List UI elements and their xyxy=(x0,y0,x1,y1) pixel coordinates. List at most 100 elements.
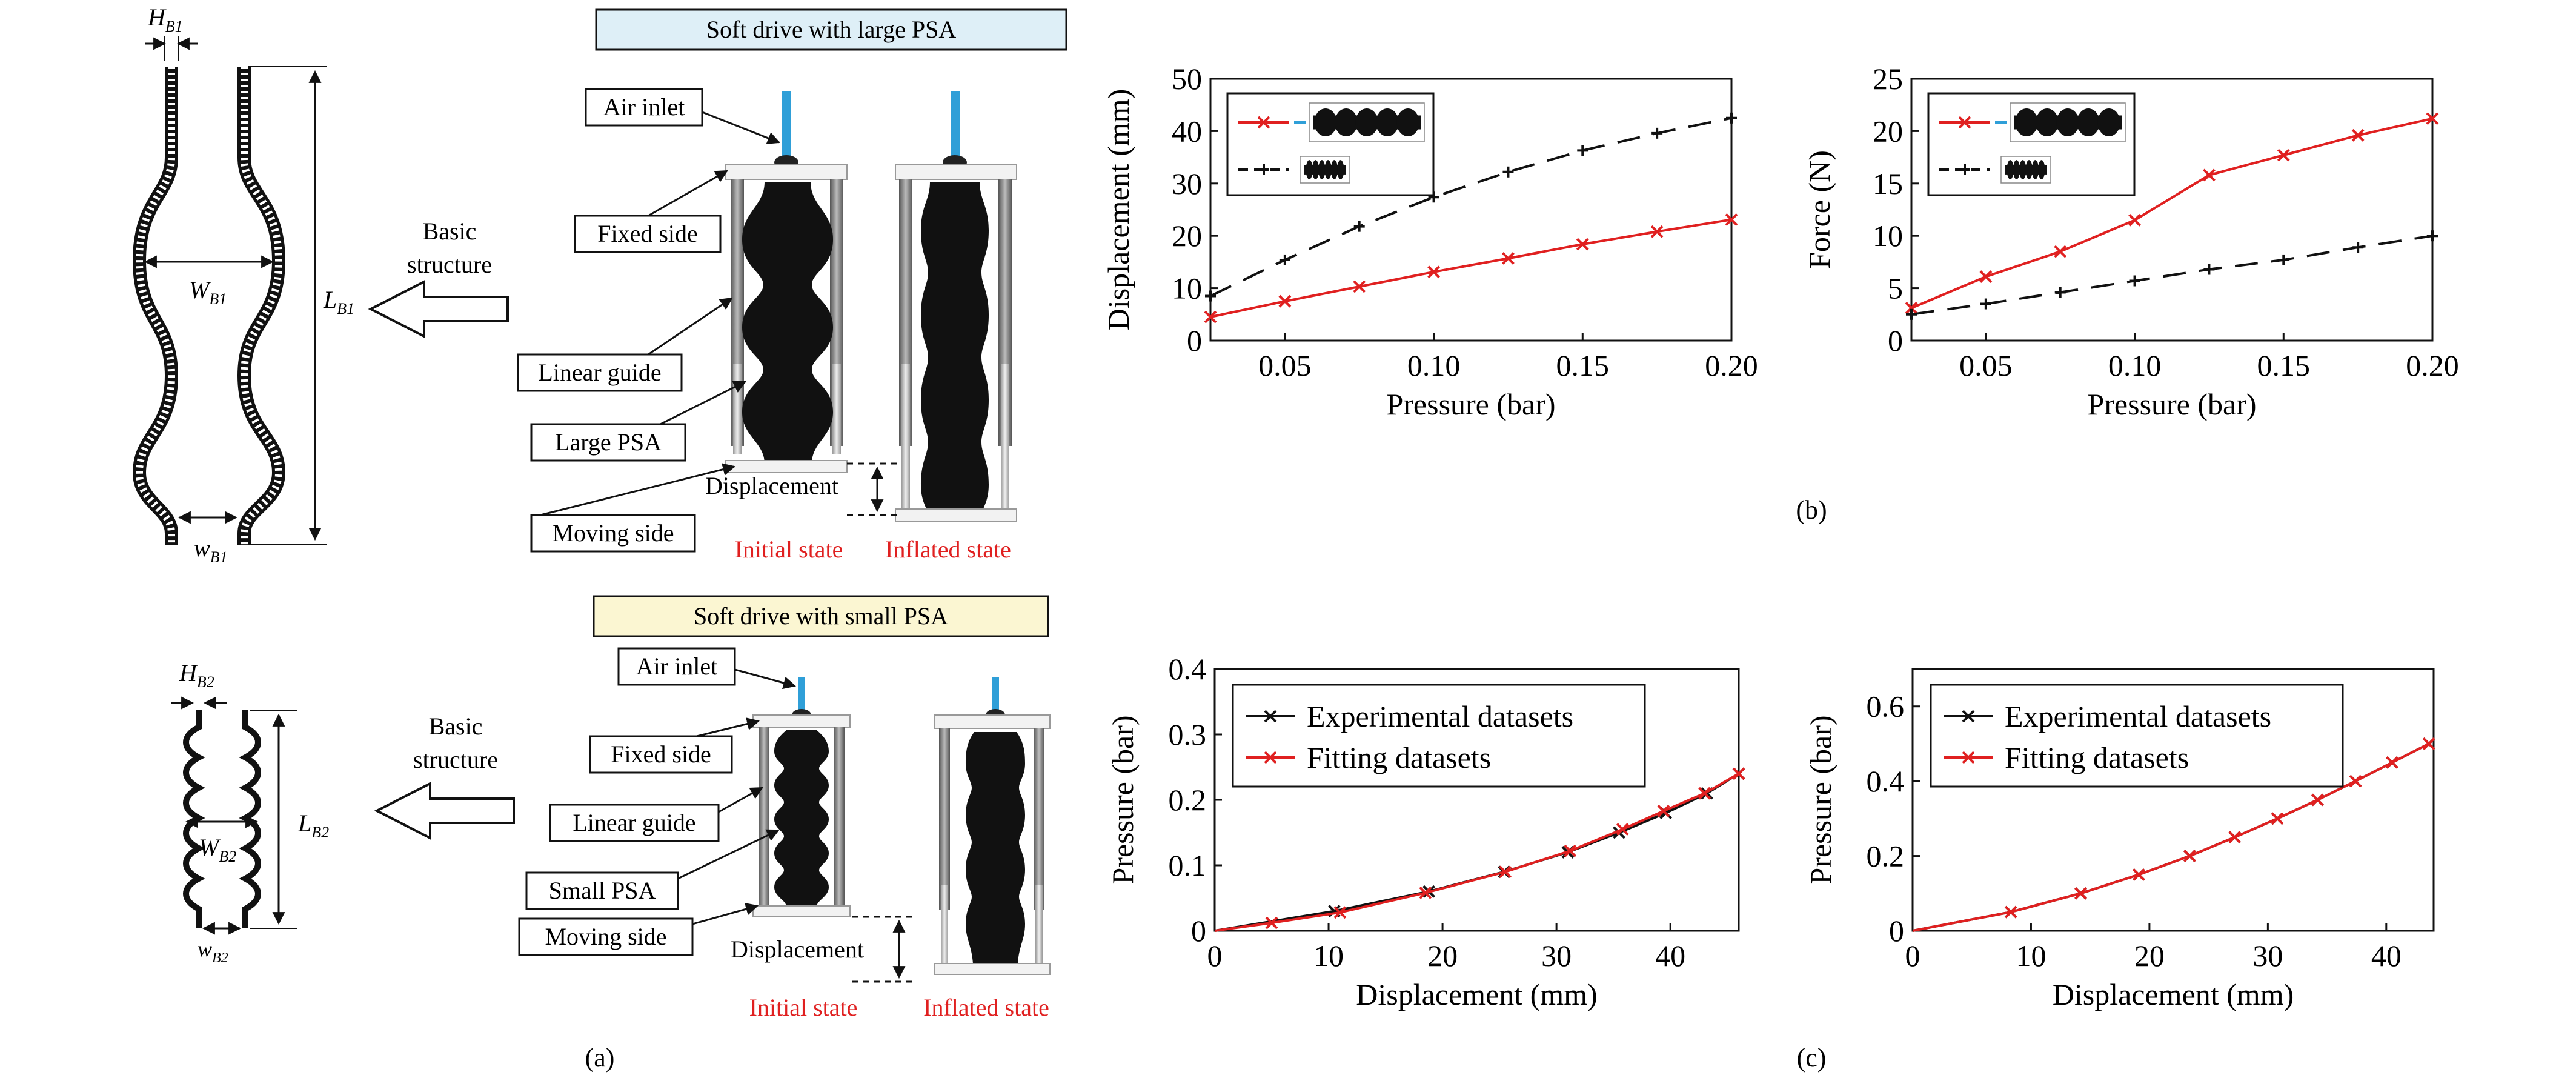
chart-pressure-vs-displacement-small: 0 10 20 30 40 0 0.2 0.4 0.6 Displacement (mm) Pres… xyxy=(1804,668,2435,1011)
legend-entry-0 xyxy=(1238,102,1425,142)
x-axis-label: Displacement (mm) xyxy=(2053,977,2294,1011)
x-tick-label: 0.10 xyxy=(1407,348,1461,382)
drive-large-title-box xyxy=(595,8,1067,51)
dim-H-top: HB1 xyxy=(147,4,183,35)
device-large-inflated xyxy=(895,91,1017,522)
device-large-initial xyxy=(725,91,848,473)
data-point xyxy=(2203,264,2215,275)
plot-frame xyxy=(1209,78,1733,342)
data-point xyxy=(1577,145,1588,156)
label-displacement-small: Displacement xyxy=(731,936,864,963)
legend-label: Experimental datasets xyxy=(2005,699,2271,733)
data-point xyxy=(1725,213,1738,226)
dim-W-bottom: WB2 xyxy=(199,834,236,865)
data-point xyxy=(2203,168,2216,182)
series-line-0 xyxy=(1214,773,1740,932)
data-point xyxy=(2426,112,2439,125)
dim-W-top: WB1 xyxy=(189,276,227,308)
label-linear-guide-small: Linear guide xyxy=(573,809,695,836)
data-point xyxy=(2349,774,2362,788)
psa-legend-icon xyxy=(2010,102,2126,142)
label-box-fixed-side-small xyxy=(589,735,733,774)
data-point xyxy=(2422,737,2435,750)
y-tick-label: 0.2 xyxy=(1169,783,1207,817)
panel-label-b: (b) xyxy=(1796,495,1827,525)
data-point xyxy=(1279,254,1290,265)
data-point xyxy=(2183,850,2196,862)
data-point xyxy=(1265,916,1278,930)
data-point xyxy=(1353,221,1365,232)
y-tick-label: 50 xyxy=(1172,62,1202,96)
drive-large-psa: Soft drive with large PSA A xyxy=(517,8,1067,563)
drive-small-title: Soft drive with small PSA xyxy=(694,602,948,630)
dim-w-bottom: wB2 xyxy=(198,937,228,966)
data-point xyxy=(1657,804,1670,817)
y-tick-label: 20 xyxy=(1873,114,1903,148)
data-point xyxy=(2074,887,2087,900)
y-tick-label: 0 xyxy=(1888,324,1903,358)
data-point xyxy=(1980,298,1991,310)
data-point xyxy=(2271,812,2284,825)
fixed-plate xyxy=(725,164,848,180)
series-line-0 xyxy=(1210,218,1732,319)
x-tick-label: 20 xyxy=(2134,939,2165,973)
data-point xyxy=(1333,906,1347,919)
chart-force-vs-pressure: 0.05 0.10 0.15 0.20 0 5 10 15 20 25 Pressure (bar)… xyxy=(1802,62,2459,421)
label-initial-state-small: Initial state xyxy=(749,994,858,1021)
legend: Experimental datasets Fitting datasets xyxy=(1232,684,1646,788)
label-box-linear-guide-small xyxy=(549,804,720,842)
y-tick-label: 0.2 xyxy=(1867,839,1905,873)
data-point xyxy=(2386,756,2399,769)
data-point xyxy=(1650,225,1664,238)
x-tick-label: 0.20 xyxy=(1705,348,1758,382)
data-point xyxy=(2129,275,2140,287)
y-axis-label: Pressure (bar) xyxy=(1804,715,1837,884)
x-tick-label: 0.20 xyxy=(2406,348,2459,382)
y-tick-label: 10 xyxy=(1172,271,1202,305)
large-psa-bellows-initial xyxy=(742,182,833,464)
series-line-1 xyxy=(1911,235,2433,316)
legend: Experimental datasets Fitting datasets xyxy=(1930,684,2344,788)
large-psa-bellows-inflated xyxy=(921,182,989,515)
legend-marker xyxy=(1958,116,1971,129)
data-point xyxy=(1651,127,1663,139)
basic-structure-label-bottom-2: structure xyxy=(413,746,498,773)
label-inflated-state-large: Inflated state xyxy=(885,536,1011,563)
x-axis-label: Pressure (bar) xyxy=(1386,387,1555,421)
x-tick-label: 30 xyxy=(2252,939,2283,973)
x-axis-label: Displacement (mm) xyxy=(1356,977,1598,1011)
drive-small-title-box xyxy=(593,595,1049,637)
label-box-moving-side-small xyxy=(518,917,694,956)
y-axis-label: Displacement (mm) xyxy=(1101,89,1135,331)
data-point xyxy=(1427,265,1440,279)
data-point xyxy=(2054,287,2066,298)
legend-entry-0: Experimental datasets xyxy=(1246,699,1573,733)
label-box-air-inlet-large xyxy=(585,88,703,127)
label-box-linear-guide-large xyxy=(517,353,683,392)
y-tick-label: 0 xyxy=(1889,914,1904,948)
drive-small-psa: Soft drive with small PSA Air inlet xyxy=(518,595,1051,1021)
legend-marker xyxy=(1257,116,1270,129)
x-tick-label: 20 xyxy=(1427,939,1458,973)
data-point xyxy=(1204,310,1217,324)
label-large-psa: Large PSA xyxy=(555,428,662,456)
device-small-initial xyxy=(752,677,851,917)
y-tick-label: 20 xyxy=(1172,219,1202,253)
series-line-1 xyxy=(1214,773,1739,932)
y-axis-label: Pressure (bar) xyxy=(1106,715,1140,884)
data-point xyxy=(2054,245,2067,258)
label-initial-state-large: Initial state xyxy=(735,536,843,563)
data-point xyxy=(1576,238,1589,251)
schematic-small-bellows: HB2 WB2 LB2 wB2 Basic structure xyxy=(171,659,515,966)
data-point xyxy=(1564,844,1577,857)
legend-marker xyxy=(1962,710,1975,723)
data-point xyxy=(2277,148,2290,162)
small-psa-bellows-initial xyxy=(774,730,829,906)
data-point xyxy=(2352,242,2364,253)
legend-marker xyxy=(1962,751,1975,764)
dim-L-top: LB1 xyxy=(323,286,354,318)
dim-H-bottom: HB2 xyxy=(179,659,214,691)
data-point xyxy=(1502,166,1514,178)
x-axis-label: Pressure (bar) xyxy=(2087,387,2256,421)
